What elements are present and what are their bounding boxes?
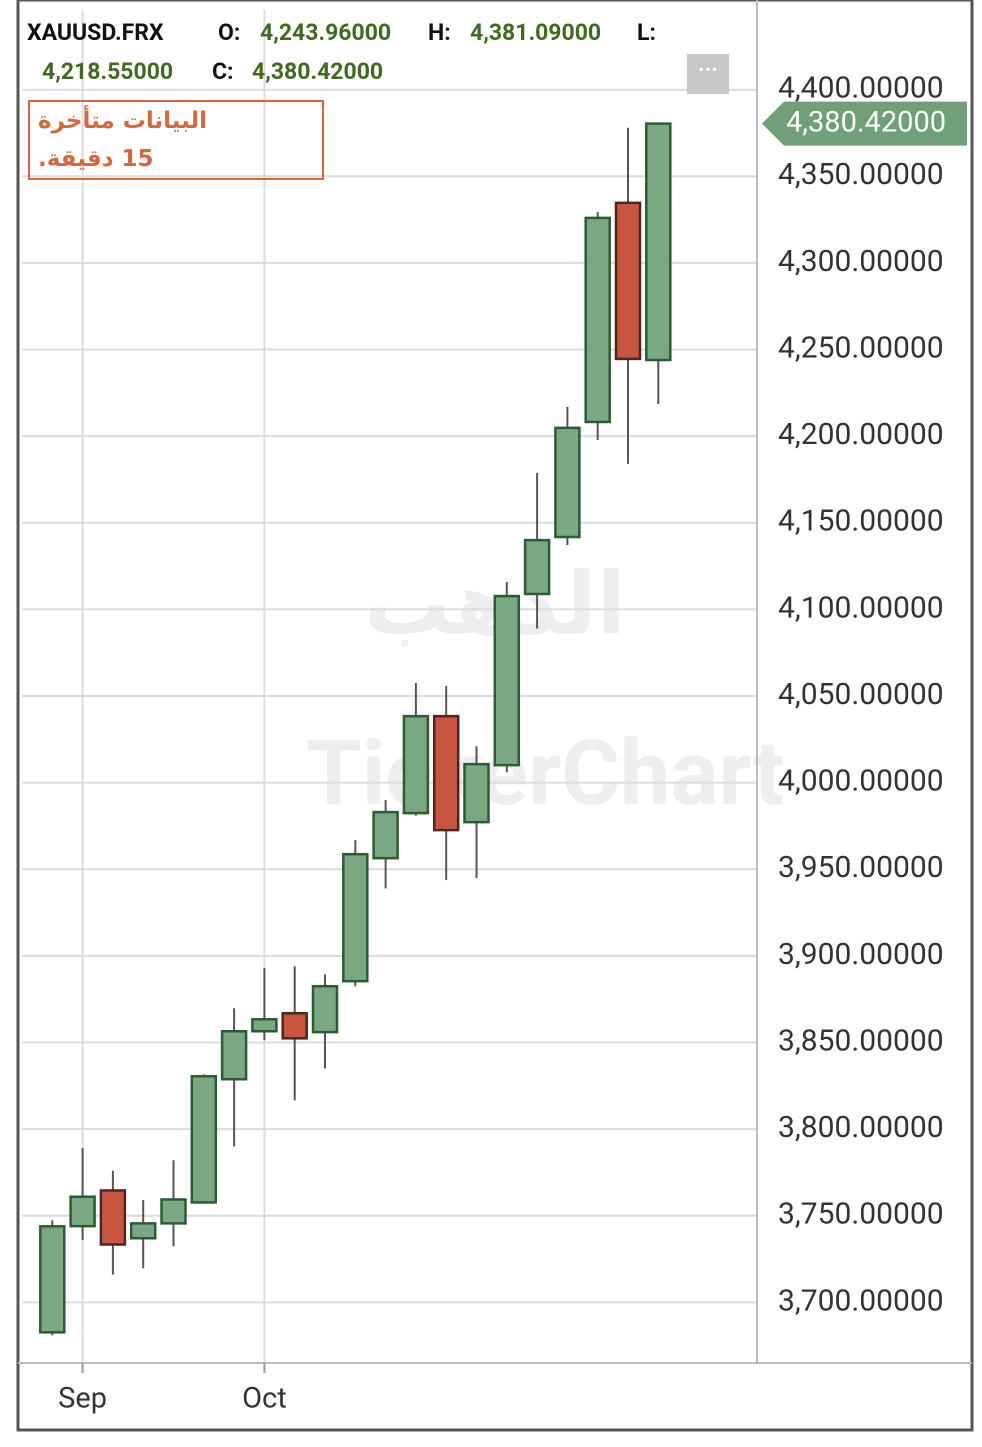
candle-body (372, 810, 399, 860)
y-tick-label: 3,900.00000 (778, 937, 944, 972)
y-tick-label: 4,000.00000 (778, 764, 944, 799)
y-tick-label: 4,050.00000 (778, 677, 944, 712)
candle-body (69, 1195, 96, 1228)
candle-body (311, 984, 339, 1034)
symbol: XAUUSD.FRX (27, 19, 164, 46)
y-tick-label: 3,850.00000 (778, 1023, 944, 1058)
x-tick-label: Oct (242, 1382, 287, 1416)
y-tick-label: 4,150.00000 (778, 504, 944, 539)
x-tick-label: Sep (58, 1382, 107, 1416)
y-tick-label: 3,700.00000 (778, 1283, 944, 1318)
candle-body (584, 216, 611, 424)
candle-body (614, 201, 642, 361)
candles (39, 122, 672, 1336)
field-key: L: (637, 19, 656, 46)
y-tick-label: 4,350.00000 (778, 157, 944, 192)
grid (22, 10, 757, 1363)
y-tick-label: 3,800.00000 (778, 1110, 944, 1145)
price-tag-label: 4,380.42000 (786, 105, 946, 139)
field-key: H: (428, 19, 451, 46)
candle-body (554, 426, 581, 539)
y-tick-label: 4,200.00000 (778, 417, 944, 452)
y-tick-label: 4,100.00000 (778, 590, 944, 625)
candle-body (99, 1189, 127, 1246)
candle-body (220, 1029, 248, 1081)
candle-body (402, 714, 430, 815)
candle-body (129, 1222, 157, 1240)
field-value: 4,380.42000 (252, 58, 383, 85)
field-value: 4,381.09000 (470, 19, 601, 46)
candle-body (493, 594, 521, 767)
menu-button[interactable]: ··· (687, 54, 729, 94)
delay-notice: البيانات متأخرة 15 دقيقة. (28, 100, 324, 180)
y-tick-label: 4,250.00000 (778, 330, 944, 365)
y-tick-label: 3,950.00000 (778, 850, 944, 885)
field-value: 4,243.96000 (260, 19, 391, 46)
candle-body (342, 852, 369, 983)
notice-text: البيانات متأخرة 15 دقيقة. (38, 108, 208, 172)
candle-body (281, 1011, 308, 1040)
y-tick-label: 4,400.00000 (778, 71, 944, 106)
candle-body (39, 1225, 66, 1334)
candle-body (432, 714, 460, 832)
candle-body (645, 122, 672, 362)
candle-body (523, 538, 551, 596)
candle-body (251, 1018, 278, 1033)
y-tick-label: 4,300.00000 (778, 244, 944, 279)
field-key: O: (218, 19, 240, 46)
candle-body (190, 1075, 218, 1204)
watermark: TickerChart (306, 721, 784, 826)
y-tick-label: 3,750.00000 (778, 1197, 944, 1232)
candle-body (160, 1198, 187, 1225)
candle-body (463, 762, 490, 824)
field-value: 4,218.55000 (42, 58, 173, 85)
field-key: C: (212, 58, 234, 85)
price-tag (762, 101, 967, 146)
